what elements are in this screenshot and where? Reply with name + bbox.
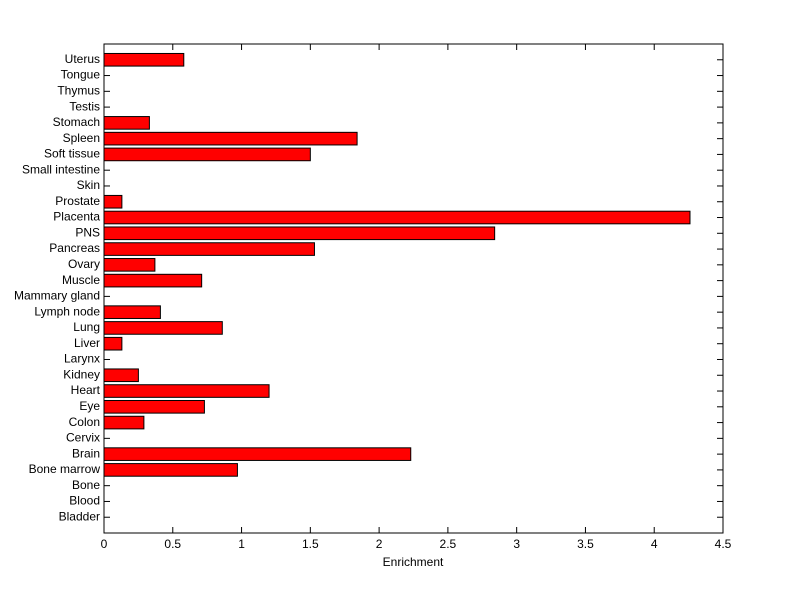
bar	[103, 131, 358, 146]
x-tick-label: 3	[513, 537, 520, 551]
x-tick-label: 0	[101, 537, 108, 551]
y-tick-label: Colon	[69, 415, 100, 429]
y-tick-label: Tongue	[61, 68, 101, 82]
y-tick-label: Pancreas	[49, 241, 100, 255]
y-tick-label: PNS	[75, 225, 100, 239]
bar	[103, 399, 205, 414]
y-tick-label: Thymus	[57, 83, 100, 97]
bar	[103, 273, 203, 288]
bar	[103, 226, 496, 241]
y-tick-label: Kidney	[63, 367, 100, 381]
y-tick-label: Muscle	[62, 273, 100, 287]
bar	[103, 116, 150, 130]
bar	[103, 305, 161, 319]
bar	[103, 463, 238, 477]
y-tick-label: Prostate	[55, 194, 100, 208]
x-tick-label: 1.5	[302, 537, 319, 551]
bar	[103, 194, 123, 209]
y-tick-label: Larynx	[64, 352, 100, 366]
bar	[103, 321, 223, 335]
y-tick-label: Eye	[79, 399, 100, 413]
y-tick-label: Spleen	[63, 131, 100, 145]
bar	[103, 336, 123, 351]
y-tick-label: Uterus	[65, 52, 100, 66]
bar	[103, 258, 156, 272]
bar	[103, 52, 185, 67]
y-tick-label: Cervix	[66, 431, 100, 445]
x-tick-label: 2	[376, 537, 383, 551]
y-tick-label: Skin	[77, 178, 100, 192]
y-tick-label: Small intestine	[22, 162, 100, 176]
y-tick-label: Placenta	[53, 210, 100, 224]
x-axis-label: Enrichment	[383, 555, 444, 569]
bar	[103, 210, 691, 225]
x-tick-label: 4	[651, 537, 658, 551]
bar	[103, 368, 139, 383]
y-tick-label: Testis	[69, 99, 100, 113]
y-tick-label: Bladder	[59, 509, 100, 523]
x-tick-label: 4.5	[715, 537, 732, 551]
y-tick-label: Soft tissue	[44, 147, 100, 161]
x-tick-label: 3.5	[577, 537, 594, 551]
y-tick-label: Liver	[74, 336, 100, 350]
y-tick-label: Stomach	[53, 115, 100, 129]
bar	[103, 447, 412, 461]
bar	[103, 147, 311, 162]
y-tick-label: Brain	[72, 446, 100, 460]
y-tick-label: Bone	[72, 478, 100, 492]
y-tick-label: Lymph node	[34, 304, 100, 318]
x-tick-label: 1	[238, 537, 245, 551]
y-tick-label: Bone marrow	[29, 462, 101, 476]
y-tick-label: Heart	[71, 383, 101, 397]
bar	[103, 415, 145, 430]
y-tick-label: Ovary	[68, 257, 100, 271]
bar	[103, 384, 270, 398]
y-tick-label: Blood	[69, 494, 100, 508]
y-tick-label: Lung	[73, 320, 100, 334]
bar	[103, 242, 315, 256]
y-tick-label: Mammary gland	[14, 289, 100, 303]
x-tick-label: 2.5	[440, 537, 457, 551]
x-tick-label: 0.5	[164, 537, 181, 551]
